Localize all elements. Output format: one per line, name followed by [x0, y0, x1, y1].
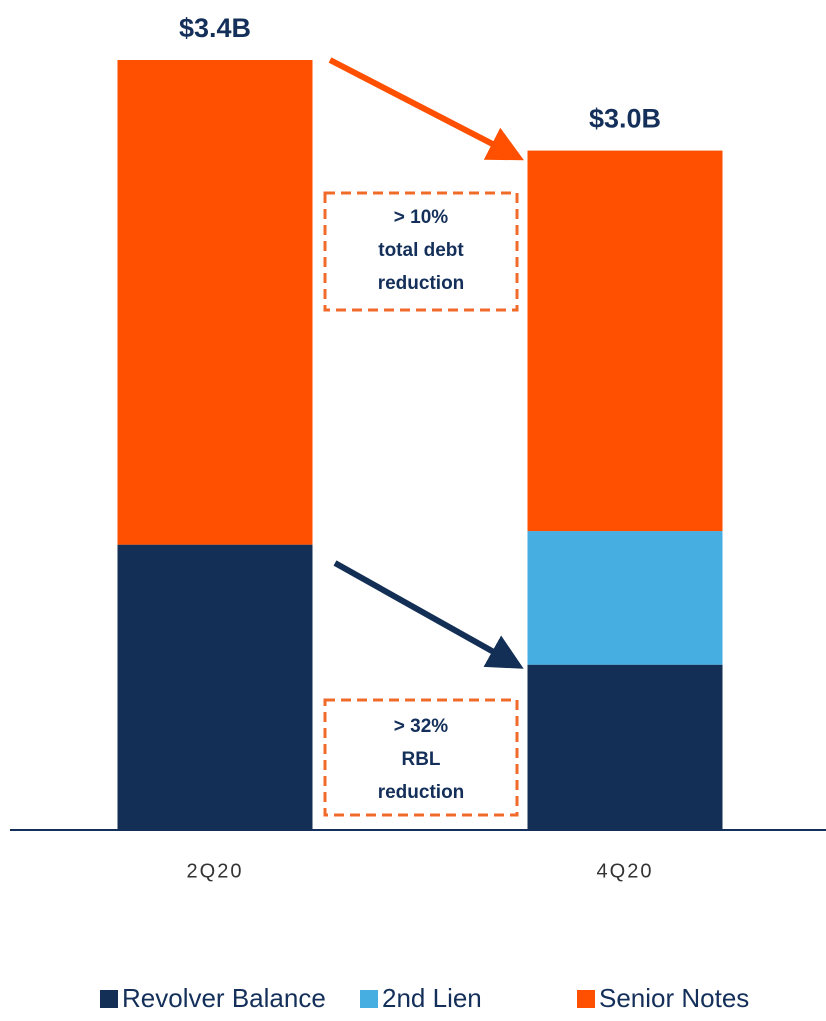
- annotation-text: reduction: [378, 782, 465, 803]
- total-label: $3.4B: [179, 13, 251, 43]
- legend-swatch: [100, 990, 118, 1008]
- legend-label: Senior Notes: [599, 983, 749, 1013]
- x-tick-label: 2Q20: [187, 860, 244, 882]
- annotation-text: > 32%: [394, 716, 449, 737]
- x-tick-label: 4Q20: [597, 860, 654, 882]
- arrow: [333, 560, 524, 669]
- total-label: $3.0B: [589, 104, 661, 134]
- legend-swatch: [577, 990, 595, 1008]
- legend-label: Revolver Balance: [122, 983, 326, 1013]
- annotation-box: [323, 191, 519, 312]
- bar-segment: [527, 531, 723, 665]
- annotation-text: total debt: [378, 240, 464, 261]
- legend-swatch: [360, 990, 378, 1008]
- bar-segment: [117, 544, 313, 830]
- annotation-text: RBL: [401, 749, 440, 770]
- annotation-text: reduction: [378, 273, 465, 294]
- annotation-text: > 10%: [394, 207, 449, 228]
- bar-segment: [527, 664, 723, 830]
- bar-segment: [117, 60, 313, 545]
- bar-segment: [527, 150, 723, 532]
- annotation-box: [323, 698, 519, 817]
- arrow: [328, 57, 524, 161]
- legend-label: 2nd Lien: [382, 983, 482, 1013]
